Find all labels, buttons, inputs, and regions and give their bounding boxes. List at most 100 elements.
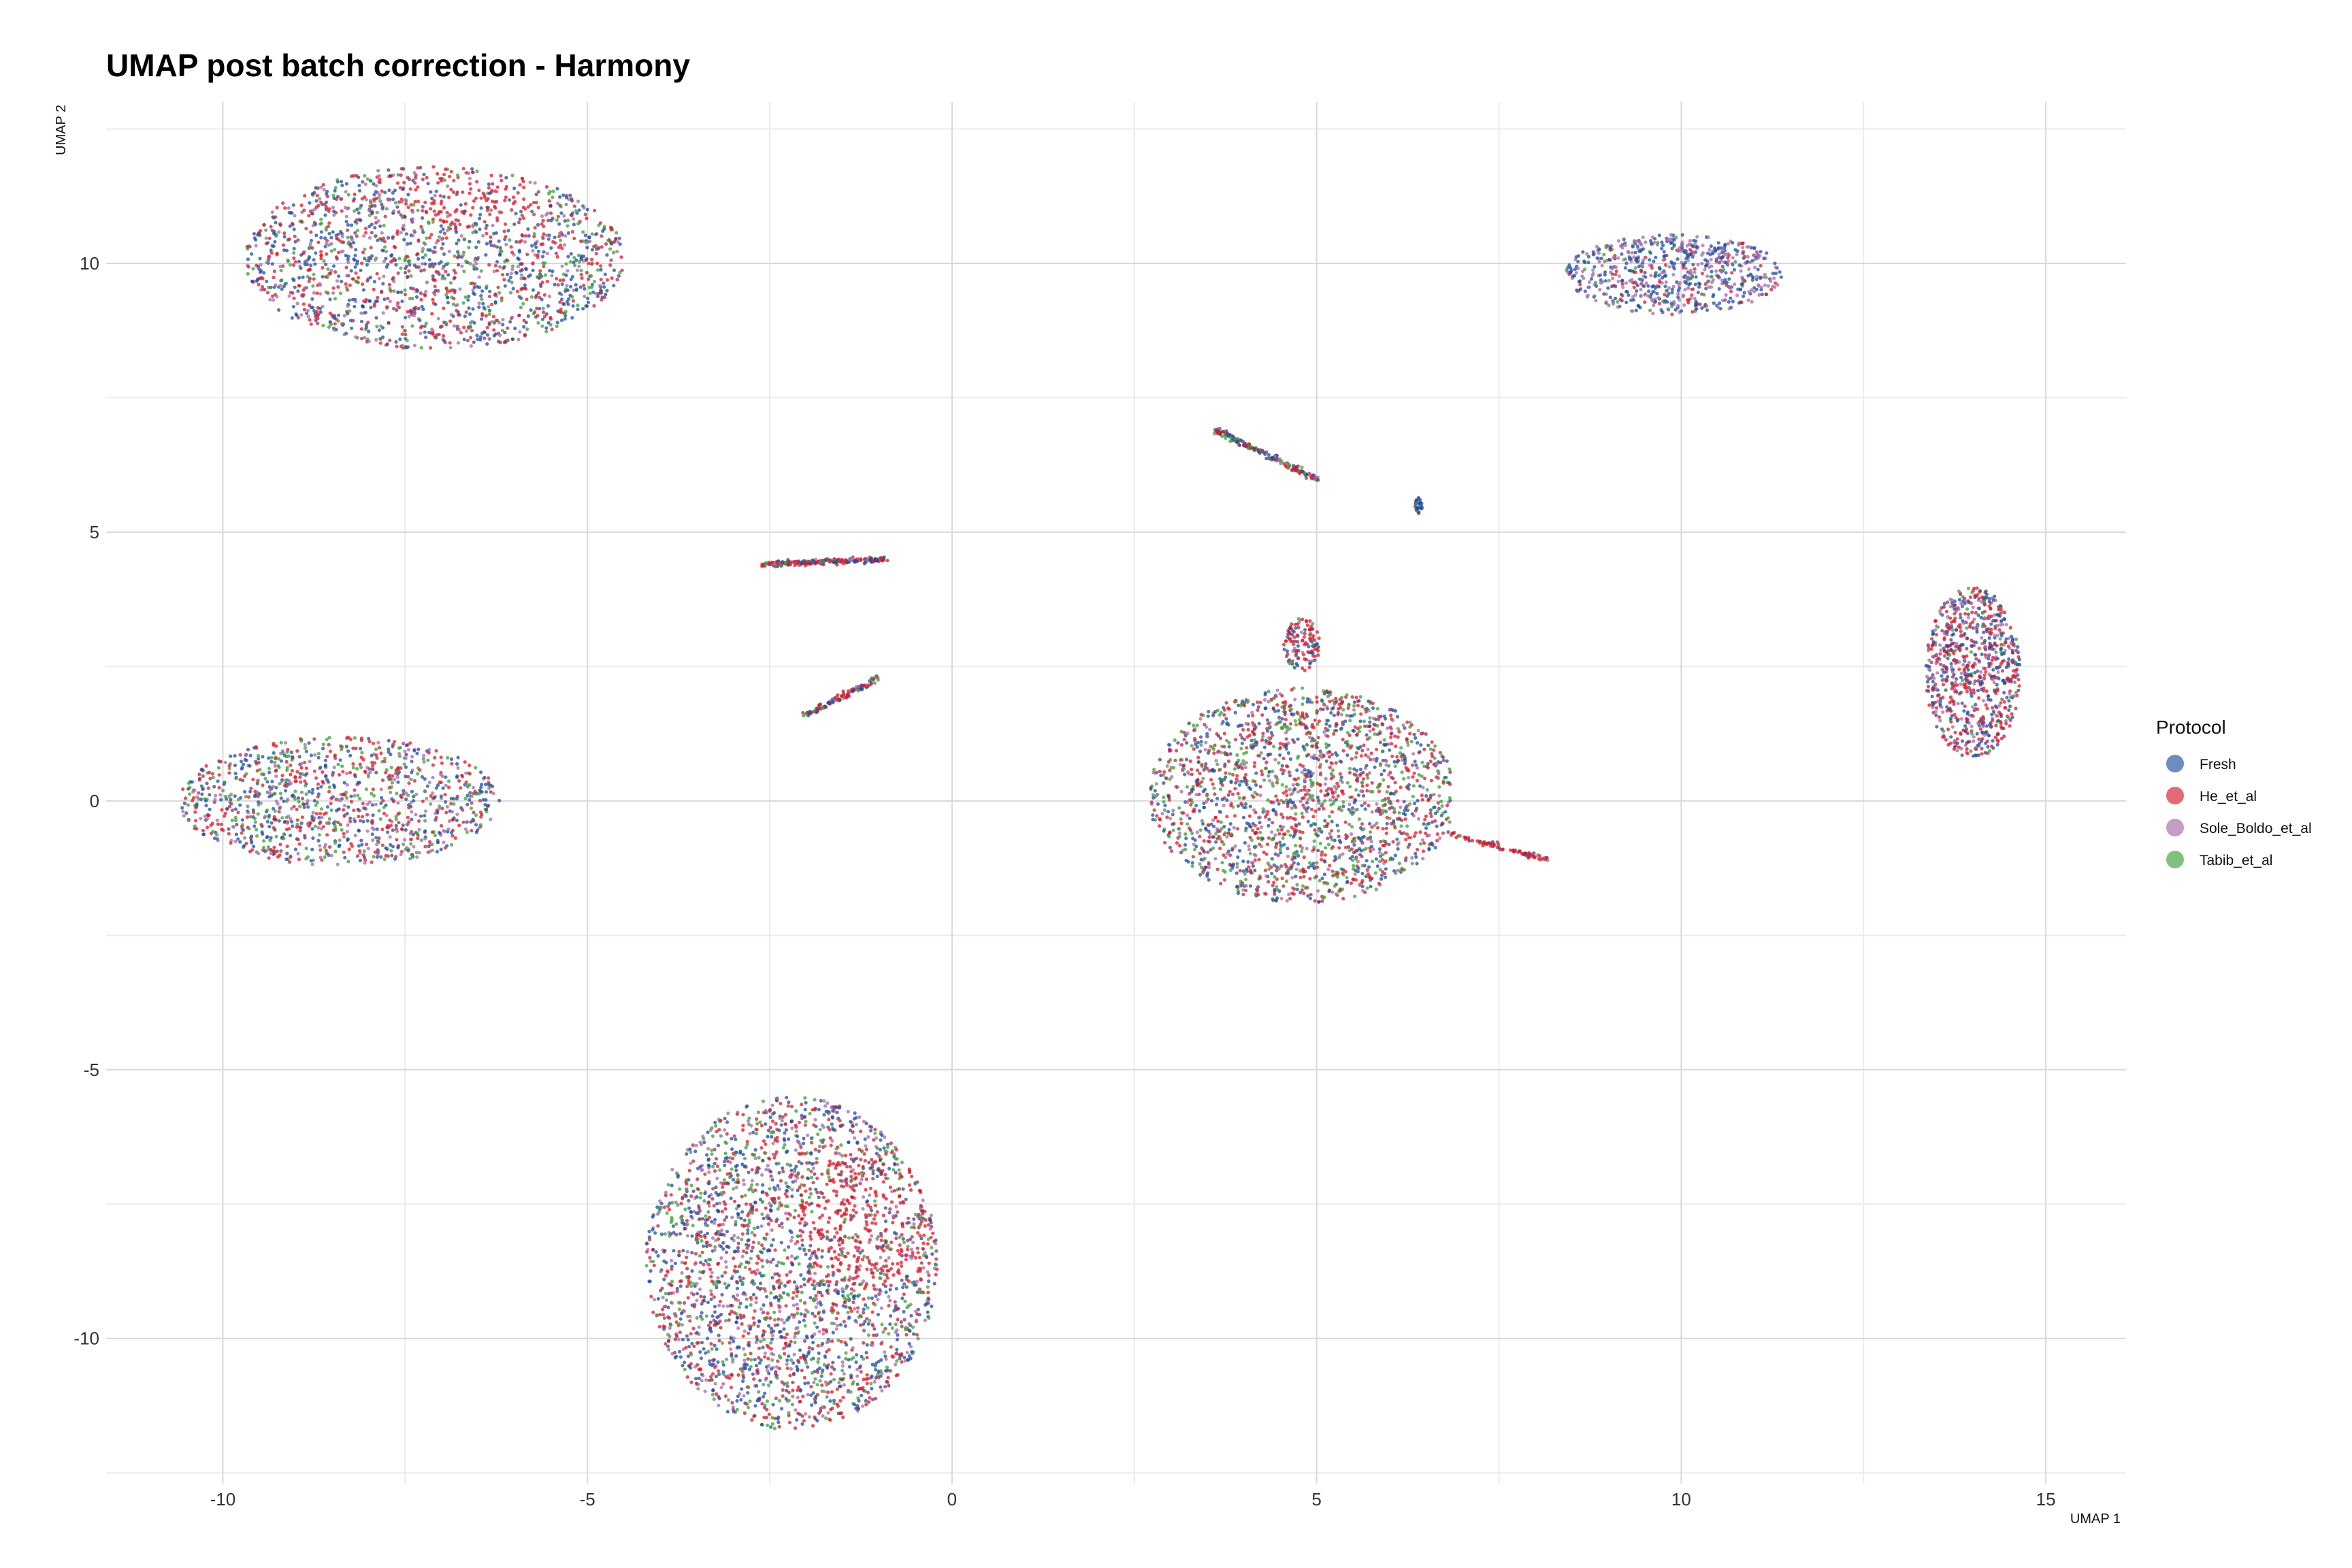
point-he-et-al bbox=[389, 289, 393, 293]
point-he-et-al bbox=[504, 187, 508, 191]
point-he-et-al bbox=[204, 764, 208, 768]
point-sole-boldo-et-al bbox=[422, 753, 426, 757]
point-he-et-al bbox=[348, 737, 353, 741]
point-he-et-al bbox=[316, 240, 321, 244]
point-fresh bbox=[882, 1146, 886, 1150]
point-sole-boldo-et-al bbox=[695, 1298, 699, 1303]
point-tabib-et-al bbox=[468, 261, 472, 265]
point-fresh bbox=[478, 335, 483, 339]
point-sole-boldo-et-al bbox=[664, 1190, 668, 1194]
point-fresh bbox=[884, 1290, 888, 1294]
point-tabib-et-al bbox=[278, 791, 282, 796]
point-he-et-al bbox=[866, 1390, 870, 1394]
point-fresh bbox=[241, 828, 245, 832]
point-sole-boldo-et-al bbox=[735, 1293, 740, 1297]
point-sole-boldo-et-al bbox=[406, 748, 411, 752]
point-tabib-et-al bbox=[597, 223, 601, 227]
point-he-et-al bbox=[570, 213, 574, 218]
point-tabib-et-al bbox=[286, 259, 290, 263]
point-fresh bbox=[344, 182, 348, 186]
point-sole-boldo-et-al bbox=[834, 1288, 838, 1292]
point-fresh bbox=[502, 265, 506, 269]
point-fresh bbox=[449, 830, 454, 835]
point-fresh bbox=[270, 244, 274, 248]
point-fresh bbox=[321, 275, 325, 279]
point-he-et-al bbox=[434, 749, 438, 753]
point-fresh bbox=[514, 240, 519, 244]
point-tabib-et-al bbox=[378, 199, 382, 203]
point-fresh bbox=[895, 1337, 899, 1342]
point-fresh bbox=[563, 219, 567, 223]
point-fresh bbox=[857, 1399, 861, 1403]
point-he-et-al bbox=[434, 815, 438, 820]
point-he-et-al bbox=[749, 1352, 753, 1356]
point-he-et-al bbox=[263, 287, 267, 292]
point-tabib-et-al bbox=[857, 1315, 861, 1319]
point-fresh bbox=[386, 235, 391, 240]
point-he-et-al bbox=[272, 269, 276, 274]
point-he-et-al bbox=[396, 766, 400, 770]
point-fresh bbox=[269, 836, 273, 840]
point-sole-boldo-et-al bbox=[417, 828, 421, 832]
point-tabib-et-al bbox=[726, 1398, 730, 1402]
point-fresh bbox=[265, 819, 270, 823]
point-fresh bbox=[542, 250, 546, 254]
point-he-et-al bbox=[227, 832, 231, 836]
point-sole-boldo-et-al bbox=[286, 797, 290, 802]
point-fresh bbox=[902, 1282, 906, 1286]
point-sole-boldo-et-al bbox=[377, 196, 381, 200]
point-he-et-al bbox=[853, 1204, 857, 1208]
point-fresh bbox=[357, 184, 361, 188]
point-he-et-al bbox=[556, 214, 560, 218]
point-he-et-al bbox=[827, 1117, 831, 1122]
point-tabib-et-al bbox=[702, 1199, 706, 1203]
point-fresh bbox=[717, 1372, 721, 1376]
point-fresh bbox=[817, 1195, 821, 1199]
point-he-et-al bbox=[813, 1108, 817, 1112]
point-fresh bbox=[280, 287, 284, 291]
point-sole-boldo-et-al bbox=[354, 335, 358, 339]
point-he-et-al bbox=[740, 1322, 744, 1326]
point-fresh bbox=[900, 1278, 904, 1282]
point-he-et-al bbox=[295, 818, 299, 822]
point-sole-boldo-et-al bbox=[402, 741, 406, 745]
point-he-et-al bbox=[771, 1198, 775, 1202]
point-fresh bbox=[715, 1347, 719, 1351]
point-sole-boldo-et-al bbox=[363, 336, 367, 340]
point-he-et-al bbox=[856, 1235, 860, 1239]
point-tabib-et-al bbox=[704, 1214, 708, 1218]
point-fresh bbox=[911, 1332, 916, 1336]
point-fresh bbox=[725, 1120, 730, 1124]
point-he-et-al bbox=[709, 1275, 713, 1279]
point-he-et-al bbox=[468, 764, 472, 768]
point-he-et-al bbox=[307, 214, 311, 218]
point-fresh bbox=[306, 805, 310, 809]
point-fresh bbox=[368, 299, 372, 303]
point-fresh bbox=[361, 305, 365, 309]
point-he-et-al bbox=[557, 245, 561, 249]
point-fresh bbox=[590, 248, 595, 252]
point-fresh bbox=[762, 1394, 766, 1399]
point-sole-boldo-et-al bbox=[787, 1175, 792, 1179]
point-he-et-al bbox=[487, 321, 491, 325]
point-fresh bbox=[723, 1163, 727, 1167]
point-he-et-al bbox=[858, 1181, 862, 1186]
point-sole-boldo-et-al bbox=[764, 1377, 768, 1382]
point-he-et-al bbox=[585, 216, 589, 220]
point-he-et-al bbox=[825, 1279, 829, 1284]
point-sole-boldo-et-al bbox=[332, 213, 336, 217]
point-fresh bbox=[478, 227, 482, 231]
point-sole-boldo-et-al bbox=[771, 1152, 775, 1156]
point-he-et-al bbox=[438, 194, 442, 198]
point-sole-boldo-et-al bbox=[345, 772, 349, 776]
point-fresh bbox=[595, 232, 599, 236]
point-fresh bbox=[574, 288, 578, 292]
point-fresh bbox=[555, 186, 559, 191]
point-tabib-et-al bbox=[813, 1321, 817, 1325]
point-he-et-al bbox=[793, 1426, 798, 1430]
point-fresh bbox=[787, 1100, 791, 1105]
point-fresh bbox=[391, 828, 395, 832]
point-he-et-al bbox=[400, 828, 404, 832]
point-fresh bbox=[421, 307, 425, 312]
point-fresh bbox=[910, 1350, 914, 1354]
